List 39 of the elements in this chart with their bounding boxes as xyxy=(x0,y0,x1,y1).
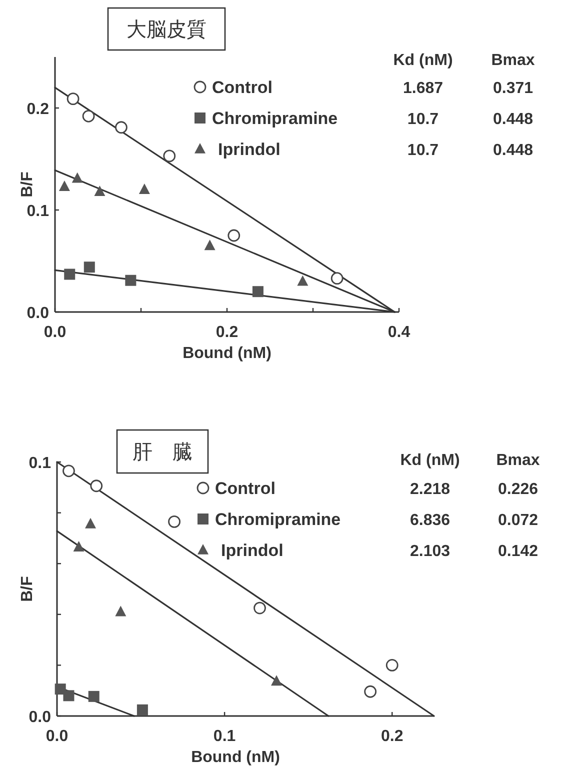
annotation: Kd (nM) xyxy=(393,52,453,69)
text: 0.448 xyxy=(492,111,534,128)
x-tick-label: 0.2 xyxy=(216,324,238,341)
y-axis-title: B/F xyxy=(19,171,36,198)
legend-label: Chromipramine xyxy=(215,510,341,529)
y-tick-label: 0.1 xyxy=(28,455,52,472)
x-tick-label: 0.0 xyxy=(46,728,68,745)
y-tick-label: 0.0 xyxy=(26,305,50,322)
x-axis-title: Bound (nM) xyxy=(191,749,280,766)
text: 1.687 xyxy=(402,80,444,97)
annotation: 6.836 xyxy=(410,512,450,529)
text: 0.226 xyxy=(498,481,538,498)
text: 10.7 xyxy=(407,111,439,128)
chart-title: 大脳皮質 xyxy=(126,19,206,41)
y-tick-label: 0.1 xyxy=(26,203,50,220)
x-tick-label: 0.4 xyxy=(388,324,410,341)
y-tick-label: 0.0 xyxy=(28,709,52,726)
text: 0.142 xyxy=(498,543,538,560)
x-axis-title: Bound (nM) xyxy=(182,345,272,362)
annotation: 2.218 xyxy=(410,481,450,498)
legend-label: Control xyxy=(212,78,272,97)
annotation: 2.103 xyxy=(410,543,450,560)
text: 0.072 xyxy=(498,512,538,529)
legend-label: Iprindol xyxy=(218,140,280,159)
text: 0.371 xyxy=(492,80,534,97)
text: Bmax xyxy=(496,452,540,469)
y-axis-title: B/F xyxy=(19,576,36,602)
text: Bmax xyxy=(491,52,535,69)
legend-label: Chromipramine xyxy=(212,109,338,128)
legend-label: Iprindol xyxy=(221,541,284,560)
text: 10.7 xyxy=(407,142,439,159)
x-tick-label: 0.0 xyxy=(44,324,66,341)
text: 0.448 xyxy=(492,142,534,159)
annotation: Kd (nM) xyxy=(400,452,460,469)
y-tick-label: 0.2 xyxy=(26,101,50,118)
x-tick-label: 0.1 xyxy=(213,728,236,745)
x-tick-label: 0.2 xyxy=(380,728,404,745)
legend-label: Control xyxy=(215,479,276,498)
chart-title: 肝 臓 xyxy=(132,442,192,464)
